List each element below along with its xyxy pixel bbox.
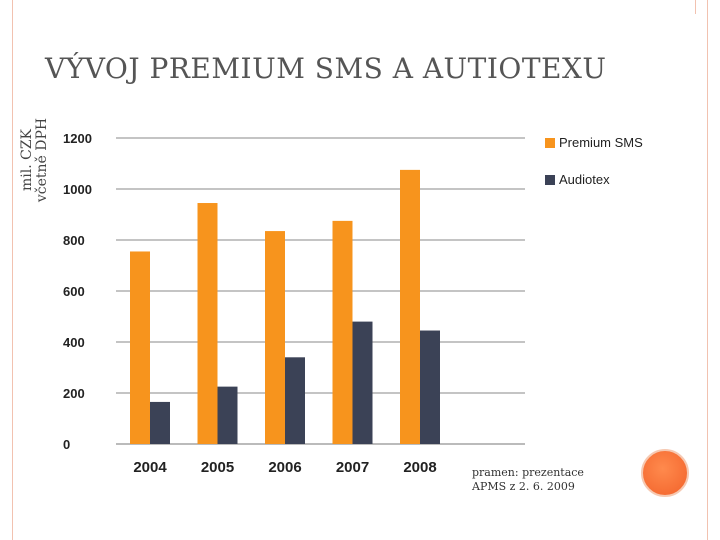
bar-audiotex <box>217 386 238 444</box>
bar-audiotex <box>150 401 170 444</box>
bar-premium-sms <box>197 203 218 444</box>
bar-audiotex <box>352 321 373 444</box>
legend-label: Audiotex <box>559 172 610 187</box>
x-tick-label: 2006 <box>268 459 301 476</box>
y-tick-label: 1000 <box>63 182 92 197</box>
bar-audiotex <box>285 357 305 444</box>
source-note: pramen: prezentace APMS z 2. 6. 2009 <box>472 466 584 494</box>
bar-audiotex <box>420 330 440 444</box>
decorative-circle <box>641 449 689 497</box>
legend-swatch <box>545 138 555 148</box>
y-tick-label: 800 <box>63 233 85 248</box>
legend-label: Premium SMS <box>559 135 643 150</box>
x-tick-label: 2008 <box>403 459 436 476</box>
bar-premium-sms <box>265 231 285 444</box>
slide-title: VÝVOJ PREMIUM SMS A AUTIOTEXU <box>45 52 607 85</box>
y-tick-label: 400 <box>63 335 85 350</box>
slide-frame-left <box>12 0 13 540</box>
source-line1: pramen: prezentace <box>472 466 584 479</box>
y-tick-label: 0 <box>63 437 70 452</box>
legend-swatch <box>545 175 555 185</box>
y-tick-label: 1200 <box>63 131 92 146</box>
y-tick-label: 600 <box>63 284 85 299</box>
x-tick-label: 2004 <box>133 459 167 476</box>
bar-premium-sms <box>130 251 150 444</box>
x-tick-label: 2005 <box>201 459 234 476</box>
x-tick-label: 2007 <box>336 459 369 476</box>
slide-frame-top <box>695 0 696 14</box>
bar-premium-sms <box>400 169 420 444</box>
slide-frame-right <box>707 0 708 540</box>
y-tick-label: 200 <box>63 386 85 401</box>
bar-premium-sms <box>332 220 353 444</box>
source-line2: APMS z 2. 6. 2009 <box>472 480 575 493</box>
